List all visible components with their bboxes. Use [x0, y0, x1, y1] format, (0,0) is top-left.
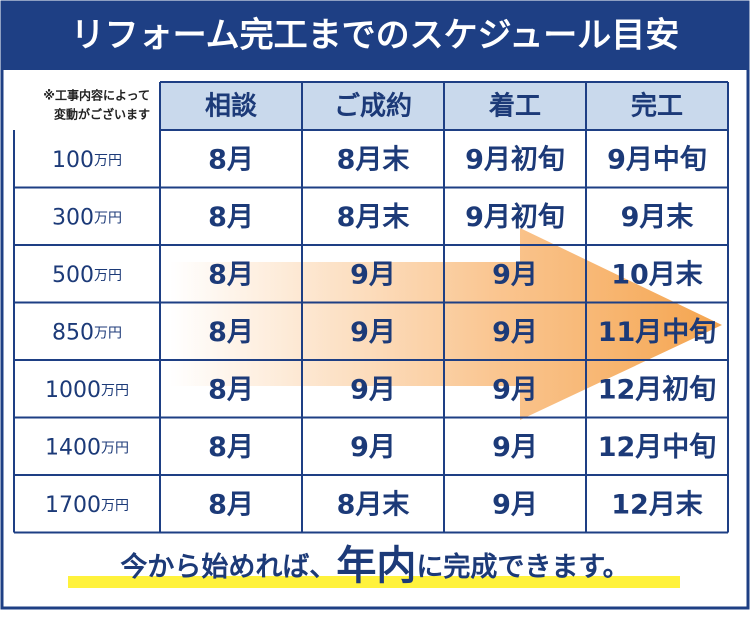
amount: 500	[52, 263, 94, 288]
cell: 8月	[208, 202, 254, 233]
amount: 1700	[45, 493, 101, 518]
unit: 万円	[94, 210, 122, 226]
column-header: 着工	[488, 91, 541, 122]
cell: 9月初旬	[465, 202, 565, 233]
unit: 万円	[101, 498, 129, 514]
row-label: 1000万円	[45, 378, 129, 403]
cell: 9月	[350, 317, 396, 348]
cell: 11月中旬	[598, 317, 717, 348]
row-label: 1700万円	[45, 493, 129, 518]
cell: 9月	[492, 259, 538, 290]
cell: 9月末	[621, 202, 694, 233]
column-header: 相談	[205, 91, 258, 122]
column-header: ご成約	[334, 91, 412, 122]
cell: 9月	[350, 259, 396, 290]
unit: 万円	[94, 325, 122, 341]
row-label: 1400万円	[45, 435, 129, 460]
footer-part: に完成できます。	[416, 551, 629, 583]
note: 変動がございます	[54, 107, 150, 122]
unit: 万円	[101, 383, 129, 399]
cell: 12月末	[611, 489, 703, 520]
cell: 8月末	[337, 489, 410, 520]
cell: 9月	[492, 317, 538, 348]
cell: 9月	[350, 374, 396, 405]
cell: 8月	[208, 317, 254, 348]
amount: 850	[52, 320, 94, 345]
amount: 100	[52, 148, 94, 173]
row-label: 100万円	[52, 148, 122, 173]
cell: 8月末	[337, 202, 410, 233]
unit: 万円	[94, 153, 122, 169]
unit: 万円	[101, 440, 129, 456]
footer: 今から始めれば、年内に完成できます。	[120, 543, 629, 589]
cell: 8月	[208, 144, 254, 175]
cell: 9月初旬	[465, 144, 565, 175]
row-label: 850万円	[52, 320, 122, 345]
cell: 12月中旬	[598, 432, 717, 463]
row-label: 300万円	[52, 205, 122, 230]
amount: 1400	[45, 435, 101, 460]
amount: 300	[52, 205, 94, 230]
footer-part: 今から始めれば、	[120, 551, 336, 583]
highlight	[68, 576, 680, 588]
row-label: 500万円	[52, 263, 122, 288]
cell: 8月末	[337, 144, 410, 175]
cell: 9月中旬	[607, 144, 707, 175]
cell: 8月	[208, 489, 254, 520]
cell: 10月末	[611, 259, 703, 290]
cell: 9月	[350, 432, 396, 463]
cell: 12月初旬	[598, 374, 717, 405]
amount: 1000	[45, 378, 101, 403]
cell: 9月	[492, 432, 538, 463]
title-band	[2, 2, 748, 70]
note: ※工事内容によって	[43, 88, 150, 103]
title: リフォーム完工までのスケジュール目安	[71, 16, 680, 56]
cell: 8月	[208, 374, 254, 405]
unit: 万円	[94, 268, 122, 284]
cell: 9月	[492, 489, 538, 520]
cell: 8月	[208, 259, 254, 290]
arrow	[170, 228, 722, 420]
column-header: 完工	[631, 91, 683, 122]
cell: 8月	[208, 432, 254, 463]
cell: 9月	[492, 374, 538, 405]
footer-part: 年内	[336, 543, 416, 589]
